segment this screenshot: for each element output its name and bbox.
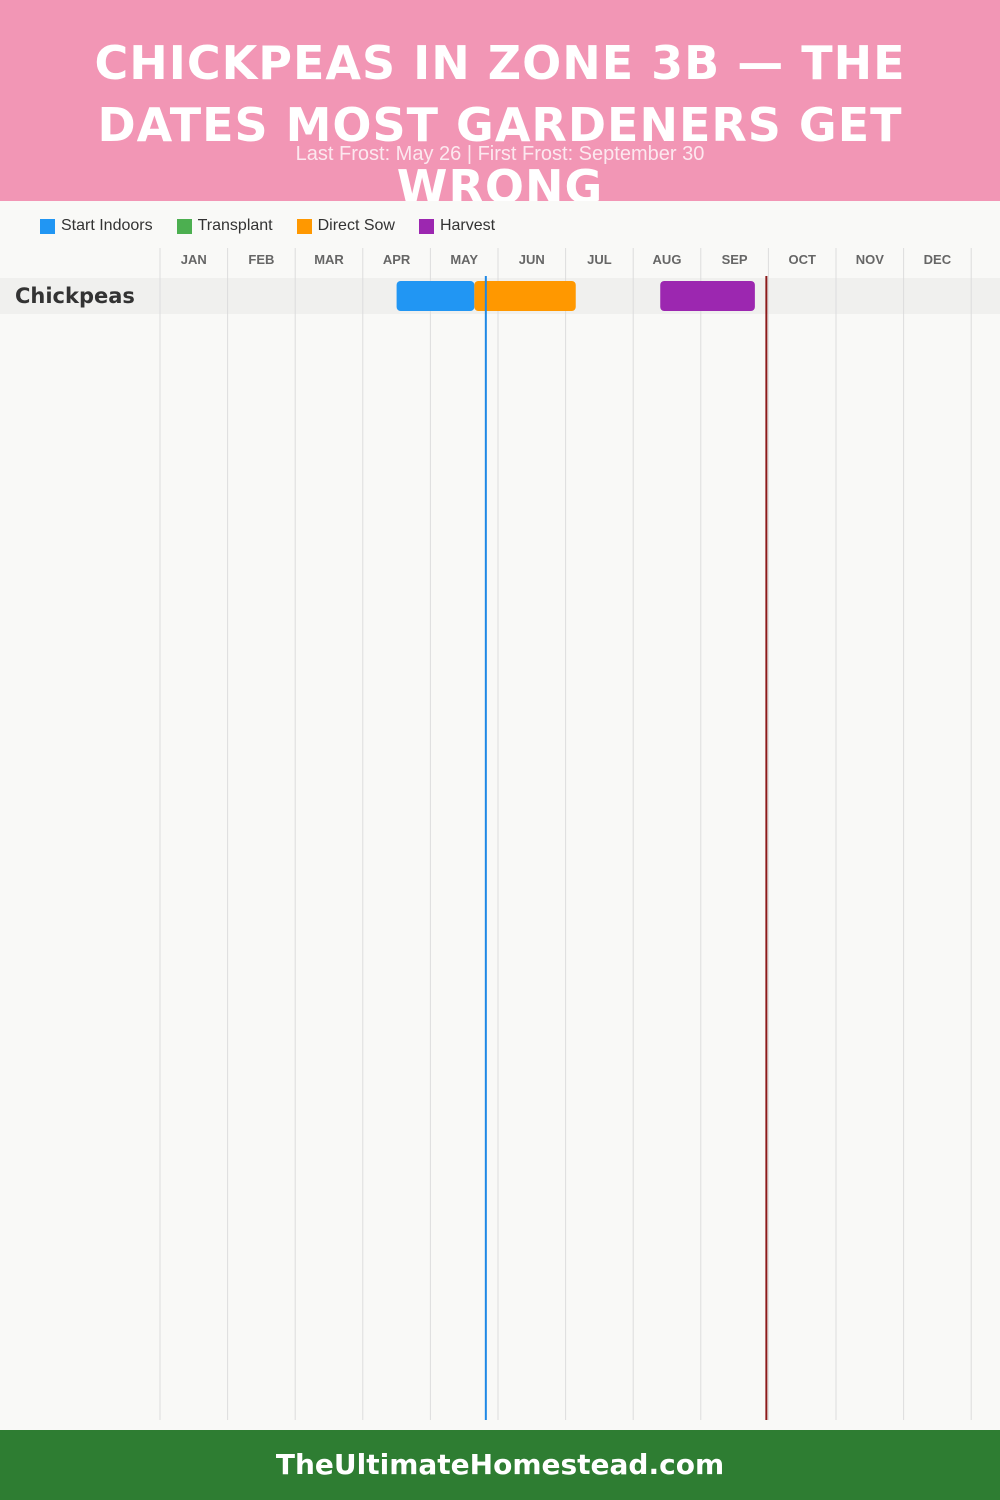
month-label-aug: AUG [653, 252, 682, 267]
legend-label: Direct Sow [317, 217, 395, 234]
legend-item-start-indoors: Start Indoors [40, 214, 153, 238]
month-label-jul: JUL [587, 252, 612, 267]
month-label-apr: APR [383, 252, 411, 267]
bar-harvest [660, 281, 755, 311]
footer-site[interactable]: TheUltimateHomestead.com [275, 1448, 725, 1481]
footer-banner: TheUltimateHomestead.com [0, 1430, 1000, 1500]
month-label-mar: MAR [314, 252, 344, 267]
month-label-may: MAY [450, 252, 478, 267]
legend-swatch [176, 218, 192, 234]
chart-title: Chickpeas in Zone 3b — The Dates Most Ga… [94, 36, 906, 201]
planting-chart: JAN FEB MAR APR MAY JUN JUL AUG SEP OCT NOV DEC Chic… [0, 248, 1000, 1420]
legend-item-direct-sow: Direct Sow [296, 214, 395, 238]
month-label-jun: JUN [519, 252, 545, 267]
legend: Start Indoors Transplant Direct Sow Harvest [40, 214, 519, 238]
header-banner: Chickpeas in Zone 3b — The Dates Most Ga… [0, 0, 1000, 201]
bar-start-indoors [396, 281, 475, 311]
legend-label: Start Indoors [61, 217, 153, 234]
month-label-sep: SEP [722, 252, 748, 267]
legend-label: Harvest [439, 217, 496, 234]
legend-swatch [296, 218, 312, 234]
month-label-nov: NOV [856, 252, 885, 267]
chart-subtitle: Last Frost: May 26 | First Frost: Septem… [295, 143, 705, 165]
legend-swatch [418, 218, 434, 234]
month-label-oct: OCT [788, 252, 816, 267]
legend-item-harvest: Harvest [418, 214, 496, 238]
legend-label: Transplant [197, 217, 273, 234]
month-label-feb: FEB [248, 252, 274, 267]
bar-direct-sow [474, 281, 576, 311]
crop-label-chickpeas: Chickpeas [15, 284, 135, 308]
legend-swatch [40, 218, 55, 234]
month-label-jan: JAN [181, 252, 207, 267]
month-label-dec: DEC [924, 252, 952, 267]
legend-item-transplant: Transplant [176, 214, 273, 238]
